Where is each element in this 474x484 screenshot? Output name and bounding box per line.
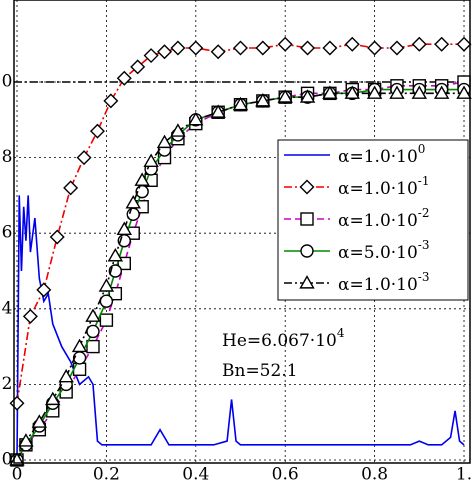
y-tick-label: 6 [2,223,13,243]
legend-label: α=5.0·10-3 [338,238,430,263]
x-tick-label: 0.6 [272,465,299,484]
marker [299,179,315,195]
marker [389,40,405,56]
marker [344,85,360,99]
marker [134,172,150,186]
marker [9,395,25,411]
marker [31,414,48,428]
annotation: Bn=52.1 [222,361,298,381]
marker [71,338,88,353]
marker [255,40,271,56]
marker [18,433,34,447]
legend-exponent: 0 [418,142,426,156]
marker [344,36,360,52]
marker [86,339,100,354]
marker [300,244,314,258]
marker [89,123,105,139]
marker [99,313,114,327]
marker [107,247,124,262]
marker [322,40,338,56]
marker [367,40,383,56]
series-line [16,92,465,461]
legend-exponent: -3 [418,238,430,252]
x-tick-label: 0.8 [361,465,388,484]
x-tick-label: 0.4 [182,465,209,484]
marker [188,40,204,56]
marker [99,294,114,308]
marker [433,85,450,99]
marker [299,89,316,103]
marker [98,278,115,292]
series-line [16,195,465,460]
marker [300,40,316,56]
marker [22,308,38,324]
y-tick-label: 0 [2,72,13,92]
series-line [16,88,465,461]
marker [233,40,248,56]
x-tick-label: 0 [12,465,23,484]
marker [45,391,61,406]
legend-name: α=1.0·10 [338,275,418,295]
marker [277,89,293,103]
marker [210,44,226,60]
marker [434,36,450,52]
y-tick-label: 4 [2,298,13,318]
annotation-text: He=6.067·10 [222,331,337,351]
marker [411,36,427,52]
legend-exponent: -1 [418,174,430,188]
legend-name: α=1.0·10 [338,179,418,199]
legend-name: α=1.0·10 [338,211,418,231]
y-tick-label: 0 [2,449,13,469]
marker [456,85,472,99]
marker [366,85,383,99]
marker [63,180,79,196]
legend-label: α=1.0·10-2 [338,206,430,231]
marker [255,93,271,107]
marker [49,229,65,245]
marker [143,153,159,167]
marker [130,59,146,75]
annotation-exponent: 4 [337,326,345,340]
marker [170,40,186,56]
marker [58,368,74,383]
marker [456,36,472,52]
marker [76,150,92,166]
marker [156,134,173,149]
y-tick-label: 2 [2,374,13,394]
annotation: He=6.067·104 [222,326,345,351]
x-tick-label: 0.2 [93,465,120,484]
marker [126,207,140,222]
annotation-text: Bn=52.1 [222,361,298,381]
marker [85,308,101,322]
legend-label: α=1.0·100 [338,142,425,167]
legend-label: α=1.0·10-1 [338,174,430,199]
marker [389,85,405,99]
marker [125,195,141,209]
marker [170,123,186,137]
marker [277,36,293,52]
marker [116,70,132,86]
marker [232,96,249,111]
x-tick-label: 1. [456,465,472,484]
legend-label: α=1.0·10-3 [338,270,430,295]
legend-exponent: -2 [418,206,430,220]
marker [322,85,338,99]
plot-frame [13,0,471,464]
legend-name: α=5.0·10 [338,243,418,263]
marker [411,85,428,99]
marker [188,111,204,126]
marker [36,282,52,298]
legend-name: α=1.0·10 [338,147,418,167]
marker [299,275,315,289]
marker [116,221,132,235]
marker [143,48,159,64]
marker [210,104,226,118]
marker [300,212,314,226]
marker [157,44,172,60]
legend-exponent: -3 [418,270,430,284]
y-tick-label: 8 [2,147,13,167]
marker [103,93,119,109]
